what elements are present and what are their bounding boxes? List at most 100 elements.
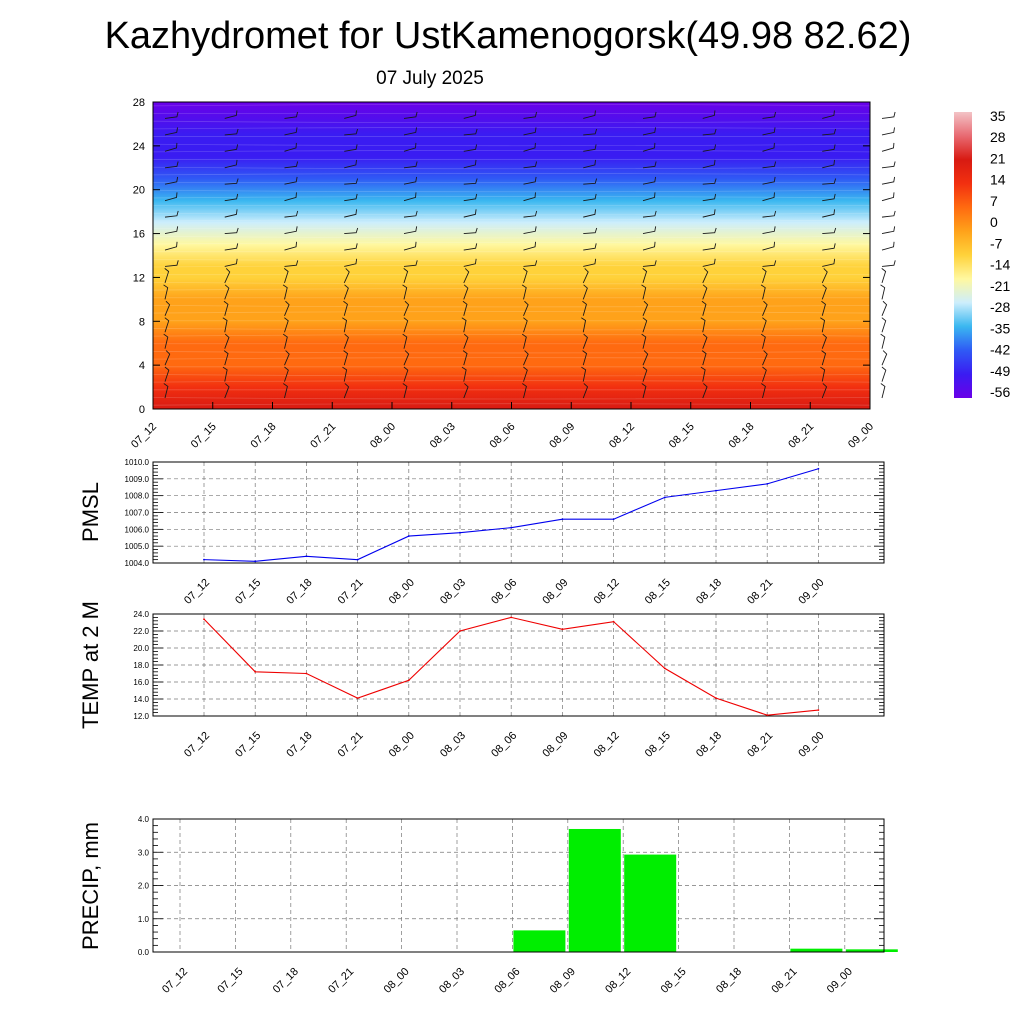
y-tick-label: 12 [133, 272, 145, 284]
temperature-section-panel: 0 4 8 12 16 20 24 28 07_12 07_15 07_18 07_21 08_00 08… [129, 97, 896, 451]
x-tick-label: 08_06 [489, 577, 519, 607]
x-tick-label: 08_21 [769, 966, 799, 996]
x-tick-label: 07_15 [215, 966, 245, 996]
contour-line [152, 397, 871, 400]
wind-barb [164, 192, 178, 202]
wind-barb [164, 226, 179, 235]
wind-barb [582, 383, 589, 399]
y-tick-label: 16.0 [133, 678, 149, 687]
contour-line [152, 311, 871, 314]
wind-barb [522, 383, 527, 399]
wind-barb [581, 317, 587, 333]
contour-line [152, 288, 871, 291]
wind-barb [164, 111, 179, 119]
wind-barb [284, 210, 299, 218]
wind-barb [760, 333, 766, 349]
x-tick-label: 09_00 [846, 421, 876, 451]
wind-barb [881, 267, 887, 284]
colorbar-label: -14 [990, 257, 1010, 273]
x-tick-label: 08_18 [714, 966, 744, 996]
wind-barb [761, 267, 767, 284]
wind-barb [642, 210, 657, 218]
wind-barb [224, 159, 238, 169]
wind-barb [403, 127, 417, 136]
data-point [510, 526, 513, 529]
wind-barb [403, 317, 409, 333]
wind-barb [164, 350, 171, 366]
x-tick-label: 08_06 [488, 421, 518, 451]
wind-barb [344, 258, 358, 267]
wind-barb [224, 110, 238, 119]
wind-barb [222, 317, 228, 333]
data-point [510, 616, 513, 619]
wind-barb [344, 227, 359, 235]
wind-barb [284, 161, 299, 169]
wind-barb [343, 300, 348, 316]
y-tick-label: 1009.0 [125, 475, 150, 484]
contour-line [152, 281, 871, 285]
contour-line [152, 173, 871, 176]
wind-barb [762, 350, 768, 366]
wind-barb [163, 383, 169, 399]
precip-bar [790, 948, 843, 952]
wind-barb [581, 366, 587, 382]
wind-barb [642, 260, 657, 267]
x-tick-label: 08_21 [745, 577, 775, 607]
wind-barb [284, 241, 298, 251]
data-point [766, 714, 769, 717]
x-tick-label: 07_21 [308, 421, 338, 451]
x-tick-label: 07_18 [249, 421, 279, 451]
wind-barb [702, 159, 716, 169]
wind-barb [642, 350, 649, 366]
colorbar-label: -56 [990, 384, 1010, 400]
x-tick-label: 08_00 [368, 421, 398, 451]
wind-barb [403, 241, 417, 251]
wind-barb [523, 142, 536, 152]
contour-line [152, 328, 871, 331]
wind-barb [463, 193, 478, 202]
x-tick-label: 07_21 [336, 577, 366, 607]
x-tick-label: 08_03 [437, 966, 467, 996]
wind-barb [762, 260, 777, 267]
wind-barb [403, 300, 410, 316]
y-tick-label: 20 [133, 185, 145, 197]
y-tick-label: 1007.0 [125, 509, 150, 518]
y-axis-label: PMSL [78, 482, 103, 542]
wind-barb [163, 333, 169, 349]
y-tick-label: 4 [139, 360, 145, 372]
wind-barb [164, 127, 178, 136]
x-tick-label: 07_12 [160, 966, 190, 996]
wind-barb [403, 210, 418, 218]
wind-barb [821, 383, 828, 399]
wind-barb [463, 258, 477, 267]
wind-barb [762, 192, 775, 202]
pmsl-panel: 1004.0 1005.0 1006.0 1007.0 1008.0 1009.0 1010… [78, 458, 885, 607]
wind-barb [583, 193, 597, 202]
wind-barb [821, 300, 826, 316]
x-tick-label: 07_18 [284, 577, 314, 607]
wind-barb [344, 178, 359, 185]
x-tick-label: 07_12 [182, 730, 212, 760]
wind-barb [583, 110, 596, 119]
wind-barb [402, 383, 408, 399]
x-tick-label: 08_09 [547, 421, 577, 451]
contour-line [152, 380, 871, 383]
wind-barb [702, 144, 717, 152]
contour-line [152, 242, 871, 245]
x-tick-label: 08_12 [592, 577, 622, 607]
x-tick-label: 08_00 [387, 730, 417, 760]
data-point [356, 697, 359, 700]
contour-line [152, 120, 871, 124]
x-tick-label: 08_18 [694, 577, 724, 607]
wind-barb [342, 317, 348, 333]
wind-barb [402, 333, 408, 349]
wind-barb [521, 333, 527, 349]
wind-barb [463, 209, 477, 218]
x-tick-label: 08_03 [428, 421, 458, 451]
wind-barb [881, 192, 895, 202]
y-tick-label: 0.0 [138, 948, 150, 957]
wind-barb [523, 350, 529, 366]
wind-barb [582, 300, 587, 316]
wind-barb [164, 210, 179, 218]
wind-barb [344, 193, 358, 202]
